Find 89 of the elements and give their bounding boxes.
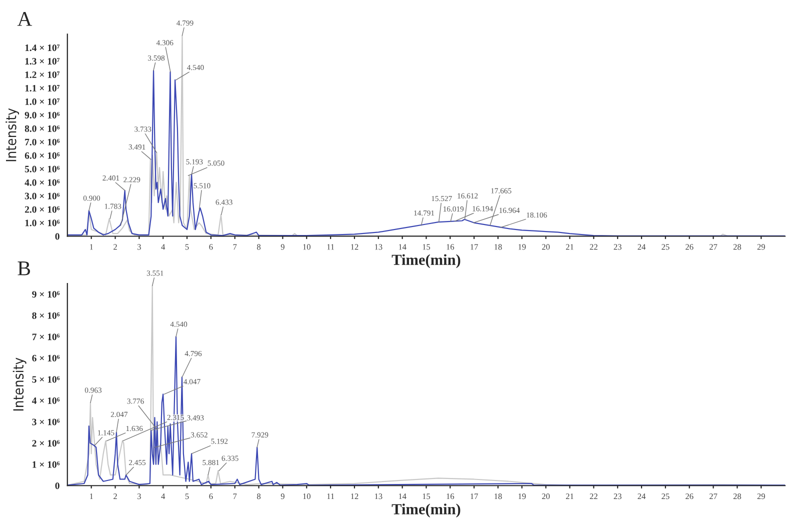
x-tick-label: 19 bbox=[518, 494, 526, 500]
x-tick-label: 10 bbox=[303, 494, 310, 500]
y-tick-label: 1.2 × 10⁷ bbox=[25, 71, 60, 78]
x-tick-label: 18 bbox=[494, 244, 502, 250]
x-tick-label: 28 bbox=[733, 494, 742, 500]
y-tick-label: 9.0 × 10⁶ bbox=[24, 112, 60, 118]
x-tick-label: 2 bbox=[114, 494, 117, 500]
y-tick-label: 3 × 10⁶ bbox=[32, 418, 60, 426]
x-tick-label: 15 bbox=[422, 244, 430, 250]
y-axis-title: Intensity bbox=[6, 108, 20, 162]
chart-title: A bbox=[17, 12, 32, 26]
y-tick-label: 9 × 10⁶ bbox=[32, 291, 60, 298]
x-tick-label: 18 bbox=[494, 494, 502, 500]
x-tick-label: 27 bbox=[710, 244, 718, 250]
x-tick-label: 13 bbox=[374, 244, 382, 250]
y-tick-label: 1.0 × 10⁷ bbox=[25, 98, 60, 106]
x-tick-label: 27 bbox=[710, 494, 718, 500]
y-tick-label: 4 × 10⁶ bbox=[32, 397, 60, 404]
x-tick-label: 1 bbox=[90, 244, 93, 250]
x-tick-label: 26 bbox=[686, 244, 694, 250]
x-tick-label: 9 bbox=[280, 244, 284, 250]
x-tick-label: 24 bbox=[638, 494, 646, 500]
x-tick-label: 11 bbox=[327, 244, 334, 250]
y-tick-label: 8 × 10⁶ bbox=[32, 312, 60, 319]
x-tick-label: 8 bbox=[257, 494, 261, 500]
x-tick-label: 25 bbox=[662, 244, 670, 250]
x-tick-label: 7 bbox=[233, 244, 237, 250]
x-tick-label: 20 bbox=[542, 494, 550, 500]
x-tick-label: 14 bbox=[398, 244, 406, 250]
x-tick-label: 22 bbox=[590, 494, 598, 500]
x-tick-label: 5 bbox=[185, 494, 189, 500]
x-tick-label: 6 bbox=[209, 244, 213, 250]
y-tick-label: 0 bbox=[55, 233, 60, 240]
y-tick-label: 5.0 × 10⁶ bbox=[24, 166, 60, 172]
x-tick-label: 13 bbox=[374, 494, 382, 500]
x-tick-label: 21 bbox=[566, 244, 574, 250]
y-tick-label: 3.0 × 10⁶ bbox=[24, 192, 60, 200]
x-tick-label: 12 bbox=[351, 244, 358, 250]
y-tick-label: 1.0 × 10⁶ bbox=[25, 220, 60, 226]
x-tick-label: 1 bbox=[90, 494, 93, 500]
y-tick-label: 7 × 10⁶ bbox=[32, 334, 60, 340]
y-tick-label: 2.0 × 10⁶ bbox=[24, 206, 60, 213]
x-tick-label: 11 bbox=[327, 494, 334, 500]
x-tick-label: 2 bbox=[114, 244, 117, 250]
y-tick-label: 6 × 10⁶ bbox=[32, 354, 60, 362]
x-tick-label: 15 bbox=[422, 494, 430, 500]
x-tick-label: 21 bbox=[566, 494, 574, 500]
x-tick-label: 23 bbox=[614, 244, 622, 250]
x-tick-label: 23 bbox=[614, 494, 622, 500]
x-tick-label: 4 bbox=[161, 244, 166, 250]
x-tick-label: 16 bbox=[446, 244, 454, 250]
y-tick-label: 5 × 10⁶ bbox=[32, 376, 60, 383]
x-tick-label: 29 bbox=[757, 494, 765, 500]
x-tick-label: 5 bbox=[185, 244, 189, 250]
x-tick-label: 3 bbox=[137, 494, 141, 500]
x-tick-label: 10 bbox=[303, 244, 310, 250]
x-tick-label: 25 bbox=[662, 494, 670, 500]
x-tick-label: 8 bbox=[257, 244, 261, 250]
x-tick-label: 12 bbox=[351, 494, 358, 500]
x-tick-label: 28 bbox=[733, 244, 742, 250]
y-tick-label: 6.0 × 10⁶ bbox=[24, 152, 60, 159]
y-tick-label: 1.4 × 10⁷ bbox=[25, 44, 60, 52]
x-tick-label: 3 bbox=[137, 244, 141, 250]
x-tick-label: 16 bbox=[446, 494, 454, 500]
y-tick-label: 8.0 × 10⁶ bbox=[24, 125, 60, 132]
y-tick-label: 1 × 10⁶ bbox=[32, 461, 60, 468]
y-tick-label: 2 × 10⁶ bbox=[32, 440, 60, 447]
x-tick-label: 9 bbox=[280, 494, 284, 500]
x-tick-label: 24 bbox=[638, 244, 646, 250]
x-axis-title: Time(min) bbox=[392, 254, 460, 268]
x-tick-label: 29 bbox=[757, 244, 765, 250]
x-tick-label: 26 bbox=[686, 494, 694, 500]
x-axis-title: Time(min) bbox=[392, 504, 460, 518]
x-tick-label: 7 bbox=[233, 494, 237, 500]
x-tick-label: 17 bbox=[470, 244, 478, 250]
y-tick-label: 4.0 × 10⁶ bbox=[24, 179, 60, 186]
x-tick-label: 19 bbox=[518, 244, 526, 250]
y-tick-label: 7.0 × 10⁶ bbox=[25, 138, 60, 146]
x-tick-label: 6 bbox=[209, 494, 213, 500]
x-tick-label: 20 bbox=[542, 244, 550, 250]
y-tick-label: 1.1 × 10⁷ bbox=[25, 84, 60, 92]
x-tick-label: 22 bbox=[590, 244, 598, 250]
y-axis-title: Intensity bbox=[12, 358, 26, 411]
x-tick-label: 4 bbox=[161, 494, 166, 500]
y-tick-label: 0 bbox=[55, 482, 60, 490]
chart-title: B bbox=[18, 262, 30, 276]
x-tick-label: 17 bbox=[470, 494, 478, 500]
x-tick-label: 14 bbox=[398, 494, 406, 500]
y-tick-label: 1.3 × 10⁷ bbox=[25, 58, 60, 65]
